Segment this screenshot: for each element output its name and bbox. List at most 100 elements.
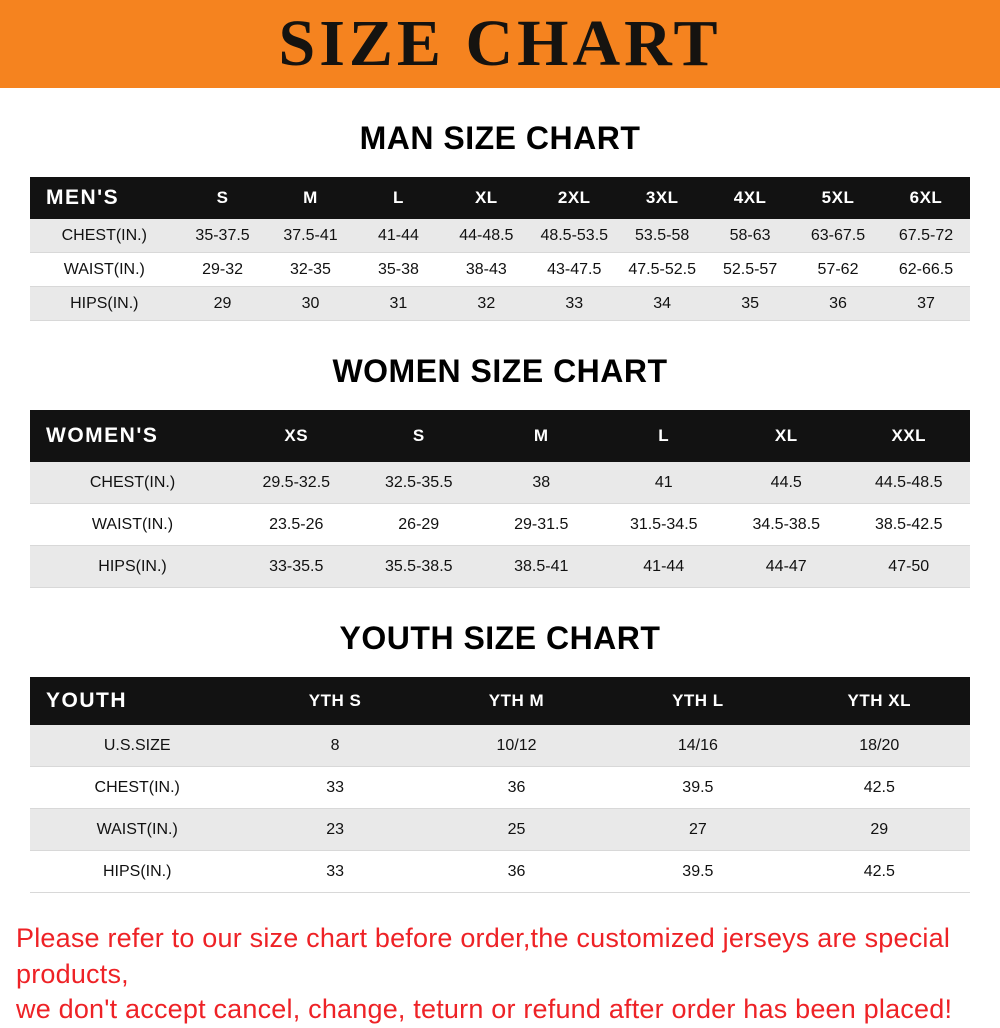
value-cell: 36 — [425, 766, 608, 809]
women-size-section: WOMEN SIZE CHART WOMEN'S XS S M L XL XXL CHEST(… — [0, 353, 1000, 588]
value-cell: 41-44 — [602, 545, 725, 588]
size-header-cell: 2XL — [530, 177, 619, 219]
value-cell: 58-63 — [706, 219, 795, 253]
value-cell: 29 — [178, 286, 267, 321]
value-cell: 31 — [354, 286, 443, 321]
value-cell: 29 — [788, 808, 970, 851]
size-header-cell: L — [354, 177, 443, 219]
value-cell: 47.5-52.5 — [618, 252, 707, 287]
table-title-cell: WOMEN'S — [30, 410, 235, 462]
value-cell: 32 — [442, 286, 531, 321]
value-cell: 14/16 — [607, 725, 789, 767]
women-section-heading: WOMEN SIZE CHART — [332, 353, 668, 389]
table-row: U.S.SIZE 8 10/12 14/16 18/20 — [30, 725, 970, 767]
value-cell: 52.5-57 — [706, 252, 795, 287]
size-header-cell: XS — [235, 410, 358, 462]
value-cell: 38.5-41 — [480, 545, 603, 588]
row-label-cell: HIPS(IN.) — [30, 286, 179, 321]
value-cell: 10/12 — [425, 725, 608, 767]
size-header-cell: YTH S — [244, 677, 426, 725]
value-cell: 34 — [618, 286, 707, 321]
value-cell: 34.5-38.5 — [725, 503, 848, 546]
table-row: WAIST(IN.) 23.5-26 26-29 29-31.5 31.5-34.5 34… — [30, 503, 970, 546]
value-cell: 29-32 — [178, 252, 267, 287]
value-cell: 32.5-35.5 — [357, 462, 480, 504]
value-cell: 48.5-53.5 — [530, 219, 619, 253]
value-cell: 36 — [425, 850, 608, 893]
value-cell: 41-44 — [354, 219, 443, 253]
youth-size-table: YOUTH YTH S YTH M YTH L YTH XL U.S.SIZE 8 10/12… — [30, 677, 970, 893]
value-cell: 44-47 — [725, 545, 848, 588]
value-cell: 25 — [425, 808, 608, 851]
size-header-cell: YTH M — [425, 677, 608, 725]
value-cell: 44-48.5 — [442, 219, 531, 253]
row-label-cell: HIPS(IN.) — [30, 545, 235, 588]
row-label-cell: HIPS(IN.) — [30, 850, 245, 893]
table-row: HIPS(IN.) 33-35.5 35.5-38.5 38.5-41 41-44 44-… — [30, 545, 970, 588]
value-cell: 35-38 — [354, 252, 443, 287]
youth-size-section: YOUTH SIZE CHART YOUTH YTH S YTH M YTH L YTH… — [0, 620, 1000, 893]
value-cell: 35.5-38.5 — [357, 545, 480, 588]
size-header-cell: YTH L — [607, 677, 789, 725]
row-label-cell: CHEST(IN.) — [30, 219, 179, 253]
banner: SIZE CHART — [0, 0, 1000, 88]
table-row: WAIST(IN.) 29-32 32-35 35-38 38-43 43-47.5 47.… — [30, 252, 970, 287]
table-row: CHEST(IN.) 33 36 39.5 42.5 — [30, 766, 970, 809]
size-header-cell: XL — [725, 410, 848, 462]
value-cell: 47-50 — [847, 545, 970, 588]
size-header-cell: 6XL — [881, 177, 970, 219]
men-size-section: MAN SIZE CHART MEN'S S M L XL 2XL 3XL 4XL 5XL 6XL… — [0, 120, 1000, 321]
value-cell: 41 — [602, 462, 725, 504]
value-cell: 67.5-72 — [881, 219, 970, 253]
value-cell: 44.5 — [725, 462, 848, 504]
men-section-heading: MAN SIZE CHART — [359, 120, 641, 156]
row-label-cell: CHEST(IN.) — [30, 766, 245, 809]
value-cell: 35 — [706, 286, 795, 321]
value-cell: 39.5 — [607, 850, 789, 893]
value-cell: 63-67.5 — [794, 219, 882, 253]
value-cell: 33 — [244, 766, 426, 809]
value-cell: 33-35.5 — [235, 545, 358, 588]
value-cell: 33 — [530, 286, 619, 321]
table-title-cell: MEN'S — [30, 177, 179, 219]
value-cell: 26-29 — [357, 503, 480, 546]
table-row: CHEST(IN.) 35-37.5 37.5-41 41-44 44-48.5 48.5… — [30, 219, 970, 253]
row-label-cell: WAIST(IN.) — [30, 252, 179, 287]
value-cell: 37.5-41 — [266, 219, 355, 253]
value-cell: 8 — [244, 725, 426, 767]
value-cell: 18/20 — [788, 725, 970, 767]
footer-disclaimer: Please refer to our size chart before or… — [16, 921, 984, 1028]
value-cell: 43-47.5 — [530, 252, 619, 287]
value-cell: 38-43 — [442, 252, 531, 287]
size-header-cell: 4XL — [706, 177, 795, 219]
header-row: MEN'S S M L XL 2XL 3XL 4XL 5XL 6XL — [30, 177, 970, 219]
table-row: HIPS(IN.) 29 30 31 32 33 34 35 36 37 — [30, 286, 970, 321]
size-header-cell: S — [357, 410, 480, 462]
table-row: WAIST(IN.) 23 25 27 29 — [30, 808, 970, 851]
header-row: YOUTH YTH S YTH M YTH L YTH XL — [30, 677, 970, 725]
value-cell: 37 — [881, 286, 970, 321]
size-header-cell: 3XL — [618, 177, 707, 219]
value-cell: 36 — [794, 286, 882, 321]
value-cell: 29.5-32.5 — [235, 462, 358, 504]
value-cell: 42.5 — [788, 766, 970, 809]
value-cell: 23.5-26 — [235, 503, 358, 546]
value-cell: 38.5-42.5 — [847, 503, 970, 546]
value-cell: 53.5-58 — [618, 219, 707, 253]
value-cell: 42.5 — [788, 850, 970, 893]
value-cell: 30 — [266, 286, 355, 321]
youth-section-heading: YOUTH SIZE CHART — [339, 620, 661, 656]
size-header-cell: M — [266, 177, 355, 219]
disclaimer-line-1: Please refer to our size chart before or… — [16, 923, 951, 989]
value-cell: 29-31.5 — [480, 503, 603, 546]
header-row: WOMEN'S XS S M L XL XXL — [30, 410, 970, 462]
value-cell: 32-35 — [266, 252, 355, 287]
value-cell: 57-62 — [794, 252, 882, 287]
value-cell: 33 — [244, 850, 426, 893]
size-header-cell: XL — [442, 177, 531, 219]
value-cell: 44.5-48.5 — [847, 462, 970, 504]
size-header-cell: M — [480, 410, 603, 462]
size-header-cell: S — [178, 177, 267, 219]
size-header-cell: XXL — [847, 410, 970, 462]
